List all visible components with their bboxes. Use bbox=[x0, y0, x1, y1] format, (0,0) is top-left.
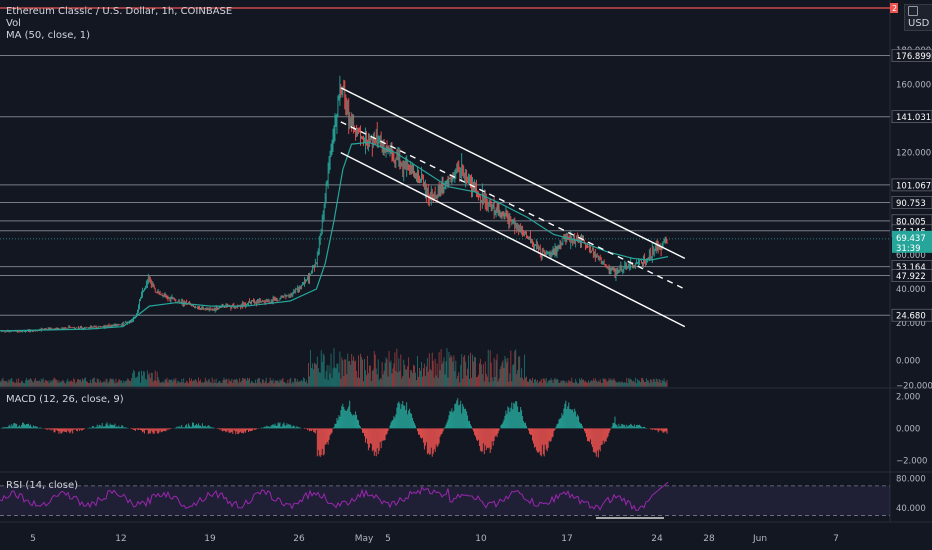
channel-mid-line bbox=[340, 121, 686, 290]
ma-legend: MA (50, close, 1) bbox=[6, 30, 91, 41]
level-label: 141.031 bbox=[896, 113, 931, 123]
time-tick-label: 12 bbox=[115, 534, 126, 544]
channel-lower-line bbox=[340, 151, 686, 328]
rsi-band bbox=[0, 485, 890, 516]
rsi-pane bbox=[0, 481, 890, 519]
time-tick-label: 7 bbox=[833, 534, 839, 544]
top-level-label: 2 bbox=[892, 4, 897, 13]
price-tick-label: 120.000 bbox=[896, 149, 931, 159]
lock-icon bbox=[908, 6, 918, 16]
time-tick-label: 5 bbox=[30, 534, 36, 544]
level-label: 53.164 bbox=[896, 263, 926, 273]
current-price-label: 69.437 bbox=[896, 234, 926, 244]
grid-layer bbox=[0, 0, 932, 523]
time-tick-label: 28 bbox=[703, 534, 715, 544]
price-tick-label: 40.000 bbox=[896, 285, 926, 295]
price-axis[interactable]: 2180.000160.000140.000120.000100.00080.0… bbox=[890, 3, 932, 514]
rsi-tick-label: 40.000 bbox=[896, 504, 926, 514]
level-label: 47.922 bbox=[896, 272, 926, 282]
rsi-line bbox=[0, 481, 669, 512]
price-pane bbox=[0, 75, 686, 333]
level-label: 101.067 bbox=[896, 181, 931, 191]
time-tick-label: 19 bbox=[204, 534, 216, 544]
time-tick-label: 10 bbox=[475, 534, 487, 544]
horizontal-levels-layer[interactable] bbox=[0, 7, 890, 316]
price-tick-label: 160.000 bbox=[896, 80, 931, 90]
level-tag bbox=[891, 49, 932, 62]
volume-pane bbox=[0, 348, 668, 387]
time-tick-label: 26 bbox=[293, 534, 305, 544]
time-tick-label: 5 bbox=[385, 534, 391, 544]
time-tick-label: Jun bbox=[752, 534, 767, 544]
level-tag bbox=[891, 269, 932, 282]
level-label: 90.753 bbox=[896, 199, 926, 209]
rsi-tick-label: 80.000 bbox=[896, 474, 926, 484]
ma-line bbox=[0, 141, 669, 332]
level-tag bbox=[891, 110, 932, 124]
level-label: 80.005 bbox=[896, 217, 926, 227]
level-label: 176.899 bbox=[896, 52, 931, 62]
macd-tick-label: 0.000 bbox=[896, 424, 920, 434]
rsi-legend: RSI (14, close) bbox=[6, 480, 79, 491]
currency-label: USD bbox=[908, 18, 930, 29]
volume-legend: Vol bbox=[6, 18, 21, 29]
time-axis[interactable]: 5 12 19 26 May 5 10 17 24 28 Jun 7 bbox=[30, 534, 839, 544]
chart-title: Ethereum Classic / U.S. Dollar, 1h, COIN… bbox=[6, 6, 233, 17]
volume-tick-label: 0.000 bbox=[896, 356, 920, 366]
level-tag bbox=[891, 196, 932, 209]
macd-legend: MACD (12, 26, close, 9) bbox=[6, 394, 124, 405]
macd-tick-label: 2.000 bbox=[896, 392, 920, 402]
current-price-tag bbox=[892, 230, 932, 253]
level-label: 24.680 bbox=[896, 312, 926, 322]
macd-pane bbox=[0, 398, 668, 458]
price-tick-label: 20.000 bbox=[896, 319, 926, 329]
top-level-tag bbox=[890, 3, 898, 13]
currency-button[interactable]: USD bbox=[904, 4, 932, 31]
channel-upper-line bbox=[340, 87, 686, 259]
volume-tick-label: −20.000 bbox=[896, 381, 932, 391]
time-tick-label: 24 bbox=[651, 534, 663, 544]
level-tag bbox=[891, 308, 932, 322]
price-tick-label: 60.000 bbox=[896, 251, 926, 261]
level-tag bbox=[891, 178, 932, 192]
countdown-label: 31:39 bbox=[896, 244, 921, 254]
macd-tick-label: −2.000 bbox=[896, 456, 927, 466]
time-tick-label: May bbox=[355, 534, 374, 544]
time-tick-label: 17 bbox=[561, 534, 572, 544]
